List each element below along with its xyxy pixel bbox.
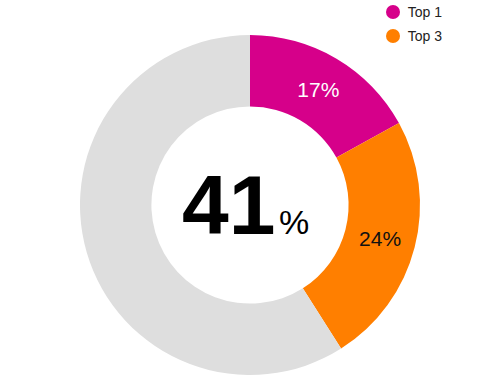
html-text:Top 3: Top 3 xyxy=(407,28,442,44)
html-text:Top 1: Top 1 xyxy=(407,4,442,20)
svg-text:17%: 17% xyxy=(297,78,339,101)
svg-text:41: 41 xyxy=(182,158,275,252)
svg-text:%: % xyxy=(279,203,309,241)
svg-text:24%: 24% xyxy=(359,227,401,250)
